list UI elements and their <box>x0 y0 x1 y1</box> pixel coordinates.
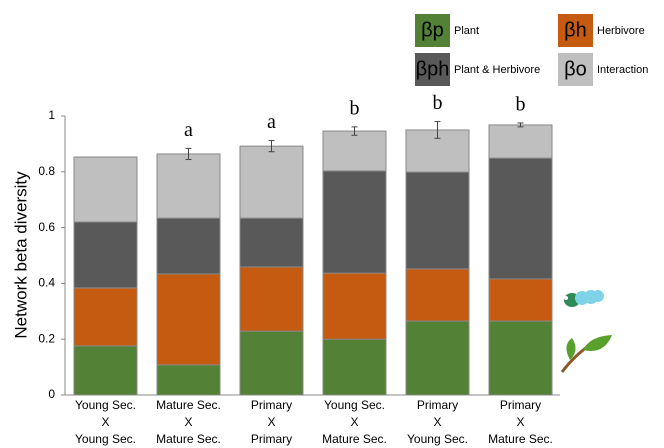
leaf-icon <box>560 335 612 373</box>
x-tick-label: Young Sec. <box>75 398 136 412</box>
bar-segment <box>322 170 387 274</box>
bar-segment <box>156 217 221 275</box>
x-tick-label: X <box>184 415 192 429</box>
x-tick-label: Mature Sec. <box>156 398 221 412</box>
x-tick-label: Young Sec. <box>407 432 468 446</box>
error-bar <box>268 140 275 153</box>
y-tick-label: 0.8 <box>38 164 55 178</box>
y-tick-label: 0 <box>48 387 55 401</box>
x-tick-label: Primary <box>251 398 292 412</box>
legend-swatch <box>558 53 593 86</box>
bar-segment <box>488 278 553 322</box>
y-tick-label: 0.6 <box>38 220 55 234</box>
bar-segment <box>405 171 470 270</box>
significance-letter: a <box>267 111 276 133</box>
bar-segment <box>73 156 138 223</box>
x-tick-label: Mature Sec. <box>322 432 387 446</box>
bar-segment <box>73 221 138 289</box>
bar-segment <box>405 320 470 396</box>
legend-label: Plant <box>454 25 479 37</box>
bar-segment <box>405 268 470 322</box>
error-bar <box>351 126 358 136</box>
bar-segment <box>239 330 304 396</box>
bar-segment <box>488 320 553 396</box>
bar-segment <box>156 153 221 219</box>
error-bar <box>434 121 441 139</box>
bar-segment <box>239 266 304 332</box>
error-bar <box>185 147 192 161</box>
bar-segment <box>322 272 387 340</box>
bar-segment <box>488 124 553 159</box>
bar-segment <box>322 338 387 396</box>
y-tick-label: 0.2 <box>38 331 55 345</box>
significance-letter: b <box>350 97 360 119</box>
bar-segment <box>322 130 387 172</box>
x-tick-label: X <box>350 415 358 429</box>
legend-symbol: βph <box>416 58 450 80</box>
significance-letter: b <box>433 92 443 114</box>
x-tick-label: Young Sec. <box>75 432 136 446</box>
legend-label: Interaction <box>597 64 648 76</box>
significance-letter: b <box>516 94 526 116</box>
y-axis-label: Network beta diversity <box>11 171 30 339</box>
legend-symbol: βp <box>421 19 444 41</box>
legend-swatch <box>415 53 450 86</box>
legend-symbol: βh <box>564 19 587 41</box>
bar-segment <box>73 345 138 396</box>
legend-swatch <box>558 14 593 47</box>
x-tick-label: X <box>101 415 109 429</box>
x-tick-label: X <box>267 415 275 429</box>
bar-segment <box>239 145 304 219</box>
x-tick-label: Primary <box>251 432 292 446</box>
bar-segment <box>488 157 553 280</box>
bar-segment <box>156 364 221 396</box>
x-tick-label: X <box>433 415 441 429</box>
x-tick-label: Young Sec. <box>324 398 385 412</box>
x-tick-label: Primary <box>500 398 541 412</box>
bar-segment <box>73 287 138 347</box>
x-tick-label: Mature Sec. <box>488 432 553 446</box>
legend-swatch <box>415 14 450 47</box>
x-tick-label: Primary <box>417 398 458 412</box>
legend-label: Plant & Herbivore <box>454 64 540 76</box>
legend-label: Herbivore <box>597 25 645 37</box>
bar-segment <box>156 273 221 366</box>
y-tick-label: 0.4 <box>38 276 55 290</box>
caterpillar-icon <box>564 290 604 307</box>
bar-segment <box>239 217 304 268</box>
significance-letter: a <box>184 119 193 141</box>
x-tick-label: X <box>516 415 524 429</box>
x-tick-label: Mature Sec. <box>156 432 221 446</box>
y-tick-label: 1 <box>48 108 55 122</box>
error-bar <box>517 122 524 128</box>
legend-symbol: βo <box>564 58 587 80</box>
